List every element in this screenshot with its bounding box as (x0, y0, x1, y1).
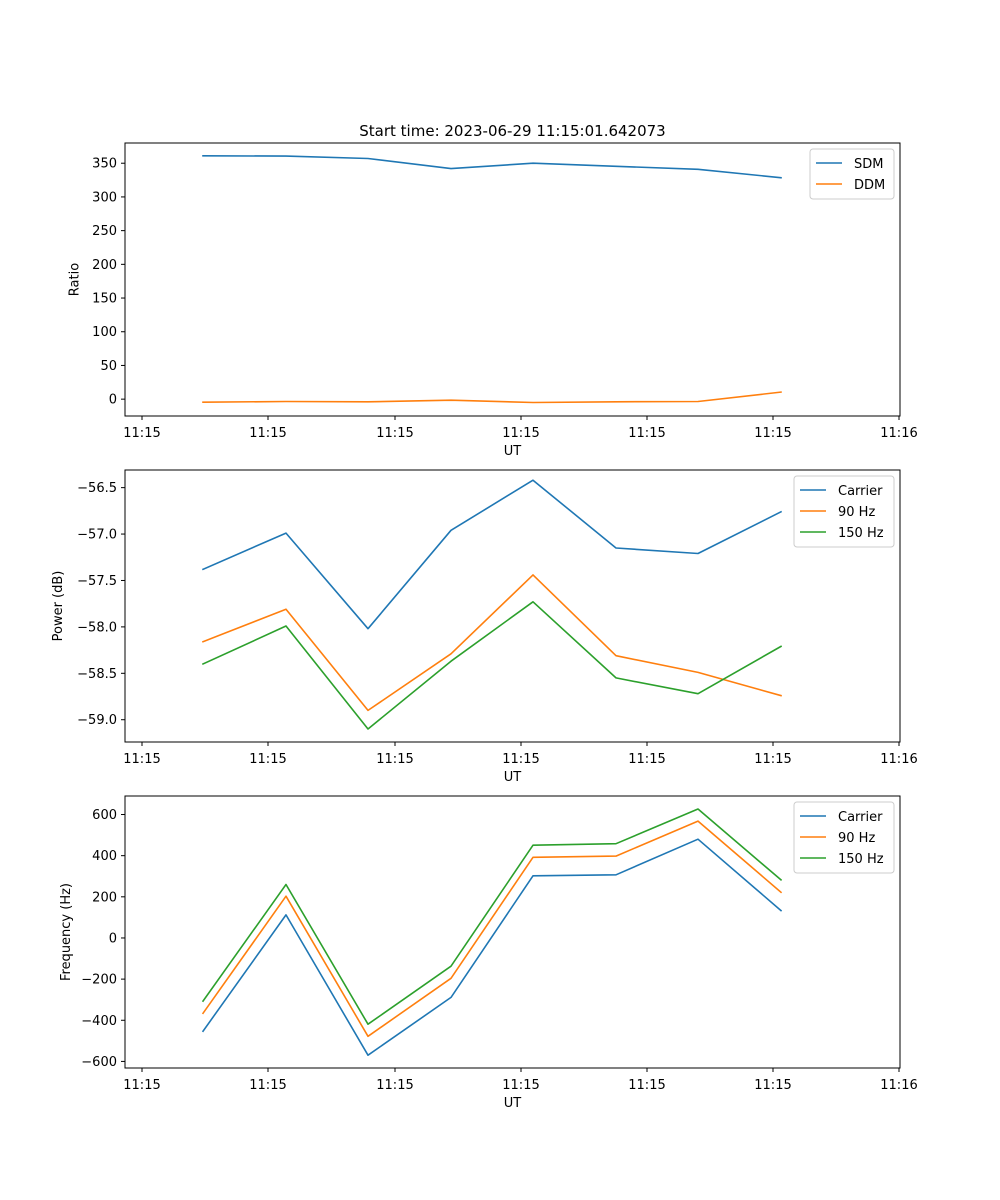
y-tick-label: 0 (109, 393, 117, 408)
y-tick-label: −59.0 (77, 713, 117, 728)
x-tick-label: 11:15 (502, 426, 539, 441)
axes-frame (124, 795, 901, 1069)
legend-entry: 90 Hz (838, 505, 875, 520)
series-line-150-hz (201, 600, 783, 730)
x-tick-label: 11:15 (123, 426, 160, 441)
x-axis: 11:15 11:15 11:15 11:15 11:15 11:15 11:16 UT (123, 1068, 918, 1111)
series-line-150-hz (201, 808, 783, 1025)
legend: Carrier 90 Hz 150 Hz (793, 801, 895, 874)
subplots: 11:15 11:15 11:15 11:15 11:15 11:15 11:16 UT 0 50… (51, 142, 918, 1111)
x-tick-label: 11:15 (628, 752, 665, 767)
x-tick-label: 11:15 (249, 1078, 286, 1093)
series-line-90-hz (201, 820, 783, 1038)
x-tick-label: 11:16 (880, 752, 917, 767)
y-axis-label: Frequency (Hz) (59, 883, 74, 981)
x-axis: 11:15 11:15 11:15 11:15 11:15 11:15 11:16 UT (123, 416, 918, 459)
x-tick-label: 11:15 (123, 1078, 160, 1093)
subplot-1: 11:15 11:15 11:15 11:15 11:15 11:15 11:16 UT 0 50… (67, 142, 918, 459)
series-line-carrier (201, 838, 783, 1056)
y-tick-label: −58.5 (77, 667, 117, 682)
y-tick-label: 400 (92, 849, 117, 864)
legend-entry: Carrier (838, 810, 883, 825)
series-group (201, 808, 783, 1056)
y-axis-label: Ratio (67, 263, 82, 296)
y-tick-label: 0 (109, 931, 117, 946)
series-group (201, 479, 783, 730)
series-line-carrier (201, 479, 783, 630)
y-tick-label: −400 (81, 1014, 117, 1029)
legend-entry: DDM (854, 178, 885, 193)
legend-box (793, 801, 895, 874)
legend: SDM DDM (809, 148, 895, 200)
axes-frame (124, 142, 901, 417)
y-tick-label: −57.5 (77, 574, 117, 589)
y-tick-label: −56.5 (77, 481, 117, 496)
y-tick-label: 100 (92, 325, 117, 340)
y-axis: −59.0 −58.5 −58.0 −57.5 −57.0 −56.5 Power (dB) (51, 481, 125, 728)
y-tick-label: 600 (92, 808, 117, 823)
y-tick-label: −57.0 (77, 528, 117, 543)
y-tick-label: 50 (100, 359, 117, 374)
legend-entry: SDM (854, 157, 883, 172)
subplot-3: 11:15 11:15 11:15 11:15 11:15 11:15 11:16 UT −60… (59, 795, 918, 1111)
legend-entry: 150 Hz (838, 526, 884, 541)
x-axis-label: UT (504, 770, 522, 785)
x-tick-label: 11:15 (754, 752, 791, 767)
legend-entry: 150 Hz (838, 852, 884, 867)
x-tick-label: 11:15 (628, 426, 665, 441)
y-tick-label: 150 (92, 292, 117, 307)
legend: Carrier 90 Hz 150 Hz (793, 475, 895, 548)
x-tick-label: 11:15 (123, 752, 160, 767)
x-tick-label: 11:15 (754, 1078, 791, 1093)
x-tick-label: 11:15 (376, 1078, 413, 1093)
axes-frame (124, 469, 901, 743)
y-tick-label: 200 (92, 890, 117, 905)
y-tick-label: 300 (92, 190, 117, 205)
legend-box (793, 475, 895, 548)
legend-box (809, 148, 895, 200)
x-tick-label: 11:15 (502, 1078, 539, 1093)
series-line-ddm (202, 391, 782, 404)
y-axis: −600 −400 −200 0 200 400 600 Frequency (Hz) (59, 808, 125, 1070)
legend-entry: Carrier (838, 484, 883, 499)
x-tick-label: 11:15 (754, 426, 791, 441)
series-group (202, 154, 782, 404)
x-tick-label: 11:15 (376, 426, 413, 441)
legend-entry: 90 Hz (838, 831, 875, 846)
y-tick-label: −600 (81, 1055, 117, 1070)
x-axis-label: UT (504, 444, 522, 459)
chart-title: Start time: 2023-06-29 11:15:01.642073 (359, 122, 665, 140)
y-tick-label: 250 (92, 224, 117, 239)
y-axis-label: Power (dB) (51, 571, 66, 642)
x-tick-label: 11:15 (249, 752, 286, 767)
x-tick-label: 11:16 (880, 1078, 917, 1093)
y-tick-label: −200 (81, 973, 117, 988)
y-tick-label: 350 (92, 157, 117, 172)
x-axis: 11:15 11:15 11:15 11:15 11:15 11:15 11:16 UT (123, 742, 918, 785)
subplot-2: 11:15 11:15 11:15 11:15 11:15 11:15 11:16 UT −59… (51, 469, 918, 785)
y-tick-label: −58.0 (77, 620, 117, 635)
x-tick-label: 11:15 (376, 752, 413, 767)
x-tick-label: 11:15 (628, 1078, 665, 1093)
x-tick-label: 11:15 (249, 426, 286, 441)
series-line-sdm (202, 154, 782, 179)
x-tick-label: 11:16 (880, 426, 917, 441)
y-axis: 0 50 100 150 200 250 300 350 Ratio (67, 157, 125, 408)
x-tick-label: 11:15 (502, 752, 539, 767)
y-tick-label: 200 (92, 258, 117, 273)
series-line-90-hz (201, 574, 782, 712)
x-axis-label: UT (504, 1096, 522, 1111)
